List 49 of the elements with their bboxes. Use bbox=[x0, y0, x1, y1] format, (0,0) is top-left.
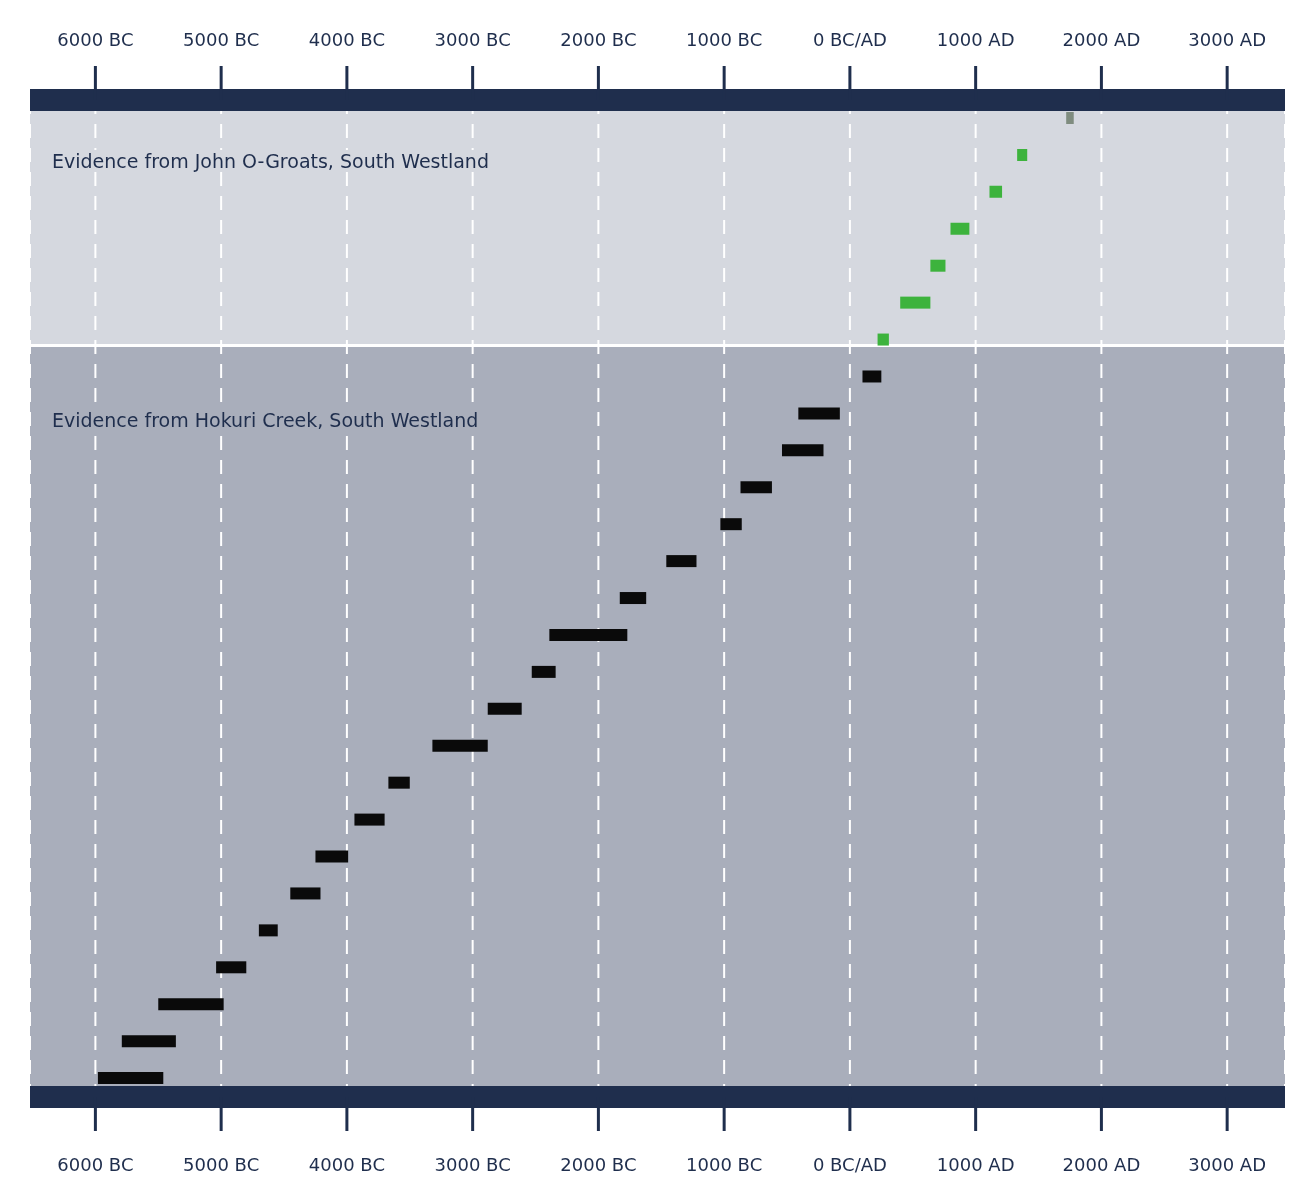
x-tick-label: 3000 AD bbox=[1188, 1154, 1267, 1175]
x-tick-label: 3000 BC bbox=[434, 1154, 511, 1175]
bar bbox=[740, 481, 772, 494]
bar bbox=[989, 185, 1003, 198]
x2-tick-label: 3000 BC bbox=[434, 29, 511, 50]
annotation: Evidence from John O-Groats, South Westland bbox=[50, 150, 491, 172]
bar bbox=[877, 333, 889, 346]
bar bbox=[900, 296, 931, 309]
bar bbox=[1066, 112, 1074, 124]
x-tick-label: 2000 BC bbox=[560, 1154, 637, 1175]
x2-tick-label: 2000 BC bbox=[560, 29, 637, 50]
bar bbox=[720, 518, 742, 531]
x-tick-label: 4000 BC bbox=[308, 1154, 385, 1175]
bar bbox=[290, 887, 321, 900]
x2-tick-label: 1000 BC bbox=[686, 29, 763, 50]
bar bbox=[97, 1072, 164, 1085]
x-tick-label: 1000 AD bbox=[936, 1154, 1015, 1175]
bar bbox=[798, 407, 840, 420]
bar bbox=[950, 222, 970, 235]
bar bbox=[158, 998, 224, 1011]
bar bbox=[258, 924, 278, 937]
x2-tick-label: 3000 AD bbox=[1188, 29, 1267, 50]
x2-tick-label: 6000 BC bbox=[57, 29, 134, 50]
bar bbox=[388, 776, 410, 789]
bar bbox=[862, 370, 882, 383]
annotation: Evidence from Hokuri Creek, South Westland bbox=[50, 409, 481, 432]
bar bbox=[487, 702, 522, 715]
x2-tick-label: 4000 BC bbox=[308, 29, 385, 50]
x-tick-label: 0 BC/AD bbox=[812, 1154, 887, 1175]
x-tick-label: 1000 BC bbox=[686, 1154, 763, 1175]
bar bbox=[549, 628, 628, 641]
bar bbox=[1017, 148, 1028, 161]
x2-tick-label: 2000 AD bbox=[1062, 29, 1141, 50]
x2-tick-label: 1000 AD bbox=[936, 29, 1015, 50]
bar bbox=[121, 1035, 176, 1048]
bar bbox=[216, 961, 247, 974]
bar bbox=[781, 444, 824, 457]
x2-tick-label: 5000 BC bbox=[183, 29, 260, 50]
bar bbox=[619, 592, 647, 605]
x-tick-label: 5000 BC bbox=[183, 1154, 260, 1175]
bar bbox=[432, 739, 488, 752]
x2-tick-label: 0 BC/AD bbox=[812, 29, 887, 50]
x-tick-label: 2000 AD bbox=[1062, 1154, 1141, 1175]
bar bbox=[666, 555, 697, 568]
bar bbox=[354, 813, 385, 826]
bar bbox=[531, 665, 556, 678]
bar bbox=[930, 259, 946, 272]
bar bbox=[315, 850, 349, 863]
x-tick-label: 6000 BC bbox=[57, 1154, 134, 1175]
